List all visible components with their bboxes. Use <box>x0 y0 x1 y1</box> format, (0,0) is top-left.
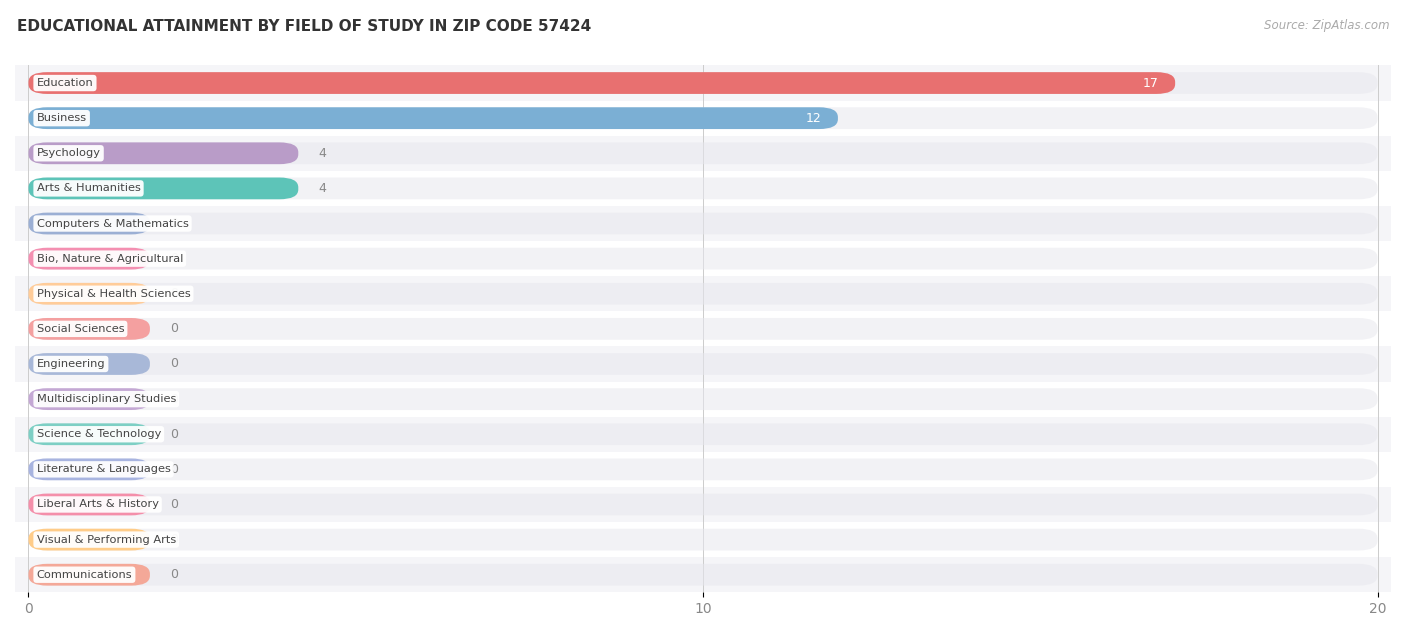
Text: Engineering: Engineering <box>37 359 105 369</box>
Text: 12: 12 <box>806 112 821 125</box>
Text: 0: 0 <box>170 217 179 230</box>
Text: Source: ZipAtlas.com: Source: ZipAtlas.com <box>1264 19 1389 32</box>
FancyBboxPatch shape <box>28 177 1378 199</box>
FancyBboxPatch shape <box>28 459 150 480</box>
Text: Computers & Mathematics: Computers & Mathematics <box>37 218 188 228</box>
Text: 0: 0 <box>170 533 179 546</box>
FancyBboxPatch shape <box>28 353 150 375</box>
Text: 0: 0 <box>170 428 179 440</box>
FancyBboxPatch shape <box>28 318 1378 339</box>
Text: 0: 0 <box>170 463 179 476</box>
Text: 0: 0 <box>170 287 179 300</box>
Text: Bio, Nature & Agricultural: Bio, Nature & Agricultural <box>37 254 183 264</box>
FancyBboxPatch shape <box>28 529 1378 550</box>
FancyBboxPatch shape <box>28 459 1378 480</box>
Text: Physical & Health Sciences: Physical & Health Sciences <box>37 289 190 298</box>
FancyBboxPatch shape <box>28 564 150 586</box>
FancyBboxPatch shape <box>28 318 150 339</box>
Text: Liberal Arts & History: Liberal Arts & History <box>37 500 159 509</box>
Text: Communications: Communications <box>37 570 132 580</box>
Text: 4: 4 <box>319 147 326 160</box>
Text: 0: 0 <box>170 322 179 336</box>
Bar <box>15 100 1391 136</box>
FancyBboxPatch shape <box>28 423 1378 445</box>
Text: Science & Technology: Science & Technology <box>37 429 160 439</box>
FancyBboxPatch shape <box>28 493 1378 516</box>
Bar <box>15 276 1391 311</box>
FancyBboxPatch shape <box>28 388 150 410</box>
Bar <box>15 346 1391 382</box>
Bar <box>15 487 1391 522</box>
Text: Multidisciplinary Studies: Multidisciplinary Studies <box>37 394 176 404</box>
Text: 0: 0 <box>170 498 179 511</box>
Bar <box>15 136 1391 171</box>
FancyBboxPatch shape <box>28 72 1175 94</box>
Bar <box>15 452 1391 487</box>
FancyBboxPatch shape <box>28 107 838 129</box>
Bar <box>15 171 1391 206</box>
Bar <box>15 416 1391 452</box>
FancyBboxPatch shape <box>28 177 298 199</box>
FancyBboxPatch shape <box>28 143 298 164</box>
Text: Arts & Humanities: Arts & Humanities <box>37 184 141 193</box>
Text: 17: 17 <box>1143 76 1159 90</box>
FancyBboxPatch shape <box>28 529 150 550</box>
FancyBboxPatch shape <box>28 213 150 234</box>
FancyBboxPatch shape <box>28 423 150 445</box>
FancyBboxPatch shape <box>28 283 150 305</box>
Text: Business: Business <box>37 113 87 123</box>
Bar <box>15 522 1391 557</box>
Bar <box>15 382 1391 416</box>
Bar <box>15 241 1391 276</box>
Text: Literature & Languages: Literature & Languages <box>37 464 170 475</box>
FancyBboxPatch shape <box>28 283 1378 305</box>
Text: Psychology: Psychology <box>37 148 101 158</box>
FancyBboxPatch shape <box>28 353 1378 375</box>
FancyBboxPatch shape <box>28 213 1378 234</box>
Text: Visual & Performing Arts: Visual & Performing Arts <box>37 534 176 545</box>
Text: Education: Education <box>37 78 93 88</box>
FancyBboxPatch shape <box>28 248 150 269</box>
Text: EDUCATIONAL ATTAINMENT BY FIELD OF STUDY IN ZIP CODE 57424: EDUCATIONAL ATTAINMENT BY FIELD OF STUDY… <box>17 19 591 34</box>
FancyBboxPatch shape <box>28 564 1378 586</box>
FancyBboxPatch shape <box>28 107 1378 129</box>
Text: Social Sciences: Social Sciences <box>37 324 124 334</box>
FancyBboxPatch shape <box>28 388 1378 410</box>
Text: 0: 0 <box>170 392 179 406</box>
Text: 4: 4 <box>319 182 326 195</box>
Bar <box>15 557 1391 593</box>
Text: 0: 0 <box>170 358 179 370</box>
Text: 0: 0 <box>170 252 179 265</box>
Bar <box>15 311 1391 346</box>
Bar <box>15 66 1391 100</box>
FancyBboxPatch shape <box>28 493 150 516</box>
Text: 0: 0 <box>170 569 179 581</box>
FancyBboxPatch shape <box>28 248 1378 269</box>
FancyBboxPatch shape <box>28 72 1378 94</box>
Bar <box>15 206 1391 241</box>
FancyBboxPatch shape <box>28 143 1378 164</box>
